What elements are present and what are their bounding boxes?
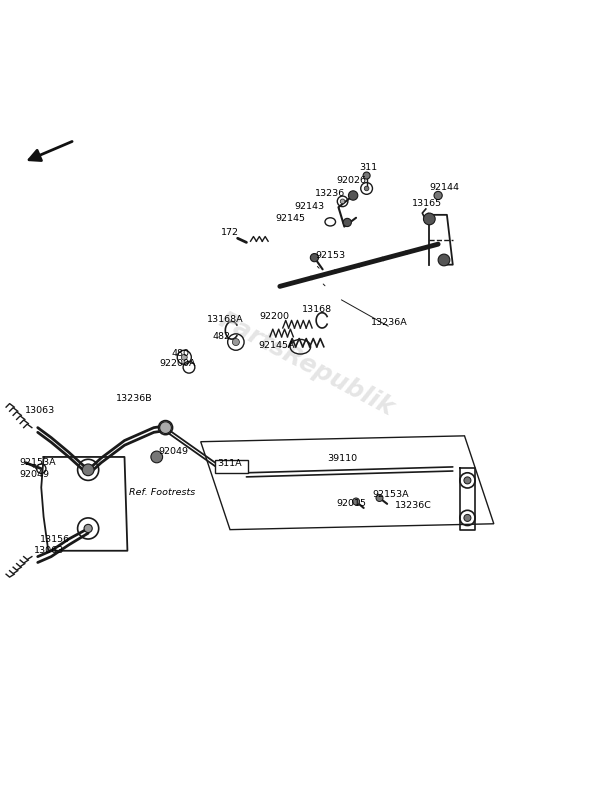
Text: 13063: 13063 [25,406,55,415]
Text: PartsRepublik: PartsRepublik [214,308,398,421]
Circle shape [160,422,171,434]
Text: 92049: 92049 [158,447,188,455]
Text: 39110: 39110 [327,454,357,463]
Bar [216,460,247,473]
Text: 13063: 13063 [34,547,64,555]
Text: Ref. Footrests: Ref. Footrests [129,487,196,497]
Circle shape [310,253,319,262]
Circle shape [376,495,383,502]
Circle shape [162,424,169,431]
Text: 13236C: 13236C [395,500,432,510]
Text: 92026: 92026 [337,177,367,185]
Circle shape [232,339,239,346]
Circle shape [82,464,94,475]
Text: 92200A: 92200A [160,359,196,368]
Text: 92153: 92153 [315,252,345,260]
Text: 92153A: 92153A [19,459,55,467]
Text: 13156: 13156 [39,535,70,543]
Circle shape [434,192,442,200]
Circle shape [364,186,369,191]
Circle shape [340,199,345,204]
Text: 92015: 92015 [337,499,367,508]
Circle shape [181,355,187,360]
Circle shape [353,498,359,505]
Text: 311A: 311A [217,459,241,468]
Circle shape [423,213,435,225]
Text: 13165: 13165 [412,199,442,208]
Text: 92145: 92145 [275,214,305,224]
Circle shape [151,451,163,463]
Circle shape [464,515,471,522]
Text: 13236: 13236 [315,189,345,197]
Text: 92143: 92143 [294,201,325,211]
Text: 92200: 92200 [259,312,289,320]
Circle shape [438,254,450,266]
Text: 92145A: 92145A [258,341,294,350]
Text: 13168: 13168 [302,305,332,314]
Circle shape [84,524,92,533]
Text: 92144: 92144 [429,183,459,192]
Text: 13236B: 13236B [115,394,153,403]
Text: 172: 172 [221,228,239,237]
Circle shape [363,172,370,179]
Text: 482: 482 [213,332,230,340]
Text: 480: 480 [171,349,190,358]
Circle shape [349,191,358,201]
Text: 13168A: 13168A [207,315,243,324]
Circle shape [464,477,471,484]
Circle shape [343,218,352,227]
Text: 92049: 92049 [19,470,49,479]
Text: 92153A: 92153A [372,490,409,499]
Text: 311: 311 [359,164,377,173]
Circle shape [84,466,92,474]
Text: 13236A: 13236A [370,318,408,327]
